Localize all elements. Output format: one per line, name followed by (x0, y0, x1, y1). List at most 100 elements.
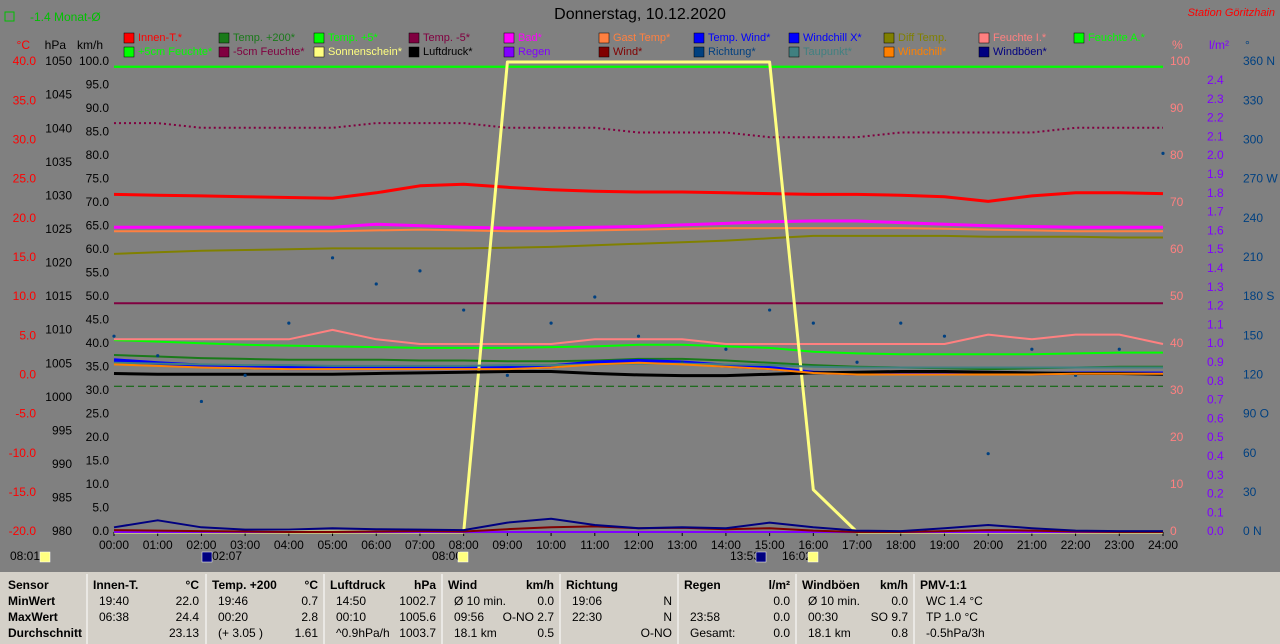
data-point (374, 282, 378, 286)
y-tick-label: 5.0 (92, 501, 109, 515)
y-tick-label: 90 O (1243, 407, 1269, 421)
x-tick-label: 10:00 (536, 538, 566, 552)
table-header: Regen (684, 578, 721, 592)
x-tick-label: 08:00 (449, 538, 479, 552)
x-tick-label: 11:00 (580, 538, 609, 552)
legend-label: Bad* (518, 32, 543, 44)
y-tick-label: 1.0 (1207, 336, 1224, 350)
sun-moon-time: 16:02 (782, 549, 812, 563)
y-tick-label: 150 (1243, 328, 1263, 342)
station-name: Station Göritzhain (1188, 7, 1275, 19)
legend-label: Gast Temp* (613, 32, 671, 44)
y-tick-label: 25.0 (86, 407, 110, 421)
y-tick-label: 60 (1170, 242, 1184, 256)
legend-label: Luftdruck* (423, 46, 473, 58)
table-header: Windböen (802, 578, 860, 592)
table-cell: ^0.9hPa/h (336, 626, 390, 640)
legend-label: Windböen* (993, 46, 1048, 58)
y-tick-label: 980 (52, 524, 72, 538)
sun-moon-time: 02:07 (212, 549, 242, 563)
table-cell: 0.0 (773, 610, 790, 624)
data-point (418, 269, 422, 273)
y-tick-label: 0.0 (1207, 524, 1224, 538)
axis-title: % (1172, 38, 1183, 52)
x-tick-label: 12:00 (623, 538, 653, 552)
series-line (113, 182, 1164, 203)
y-tick-label: 10.0 (13, 289, 37, 303)
data-point (855, 360, 859, 364)
table-header: PMV-1:1 (920, 578, 967, 592)
y-tick-label: 50 (1170, 289, 1184, 303)
axis-title: hPa (45, 38, 67, 52)
table-header: Temp. +200 (212, 578, 277, 592)
y-tick-label: 100.0 (79, 54, 109, 68)
y-tick-label: 0.9 (1207, 355, 1224, 369)
table-header: Luftdruck (330, 578, 386, 592)
table-cell: Gesamt: (690, 626, 735, 640)
y-tick-label: 80.0 (86, 148, 110, 162)
y-tick-label: 0.2 (1207, 487, 1224, 501)
y-tick-label: 270 W (1243, 172, 1278, 186)
data-point (462, 308, 466, 312)
table-header: Sensor (8, 578, 49, 592)
data-point (243, 373, 247, 377)
data-point (636, 334, 641, 338)
legend-label: Regen (518, 46, 550, 58)
y-tick-label: 40.0 (86, 336, 110, 350)
y-tick-label: 70 (1170, 195, 1184, 209)
y-tick-label: 1020 (45, 256, 72, 270)
y-tick-label: 1.4 (1207, 261, 1224, 275)
x-tick-label: 04:00 (274, 538, 304, 552)
y-tick-label: 90 (1170, 101, 1184, 115)
data-point (986, 452, 990, 456)
table-cell: 00:30 (808, 610, 838, 624)
legend-swatch (883, 46, 895, 58)
table-cell: 2.8 (301, 610, 318, 624)
x-tick-label: 06:00 (361, 538, 391, 552)
y-tick-label: 35.0 (86, 360, 110, 374)
y-tick-label: 20 (1170, 430, 1184, 444)
y-tick-label: 0.0 (19, 368, 36, 382)
y-tick-label: 180 S (1243, 289, 1274, 303)
legend-label: Feuchte A.* (1088, 32, 1146, 44)
y-tick-label: 330 (1243, 93, 1263, 107)
y-tick-label: 1.5 (1207, 242, 1224, 256)
legend-swatch (883, 32, 895, 44)
data-point (156, 354, 160, 358)
legend-swatch (313, 32, 325, 44)
y-tick-label: 30.0 (86, 383, 110, 397)
table-cell: 1003.7 (399, 626, 436, 640)
y-tick-label: 100 (1170, 54, 1190, 68)
sun-moon-icon (457, 551, 469, 563)
table-cell: 14:50 (336, 594, 366, 608)
series-line (113, 370, 1164, 378)
row-label: Durchschnitt (8, 626, 82, 640)
x-tick-label: 01:00 (143, 538, 173, 552)
table-cell: 0.0 (537, 594, 554, 608)
table-cell: SO 9.7 (871, 610, 909, 624)
y-tick-label: -10.0 (9, 446, 37, 460)
legend-swatch (693, 32, 705, 44)
series-line (114, 122, 1163, 139)
y-tick-label: 30 (1170, 383, 1184, 397)
y-tick-label: 2.1 (1207, 129, 1224, 143)
y-tick-label: 50.0 (86, 289, 110, 303)
data-point (724, 347, 728, 351)
data-point (1030, 347, 1034, 351)
data-point (593, 295, 597, 299)
y-tick-label: 0 N (1243, 524, 1262, 538)
legend-label: Windchill X* (803, 32, 862, 44)
axis-title: °C (17, 38, 31, 52)
x-tick-label: 03:00 (230, 538, 260, 552)
table-cell: 0.8 (891, 626, 908, 640)
y-tick-label: 0.5 (1207, 430, 1224, 444)
legend-swatch (598, 46, 610, 58)
y-tick-label: 1005 (45, 356, 72, 370)
y-tick-label: 1045 (45, 88, 72, 102)
x-tick-label: 20:00 (973, 538, 1003, 552)
y-tick-label: 60.0 (86, 242, 110, 256)
table-cell: O-NO (641, 626, 672, 640)
y-tick-label: -20.0 (9, 524, 37, 538)
table-cell: O-NO 2.7 (503, 610, 555, 624)
